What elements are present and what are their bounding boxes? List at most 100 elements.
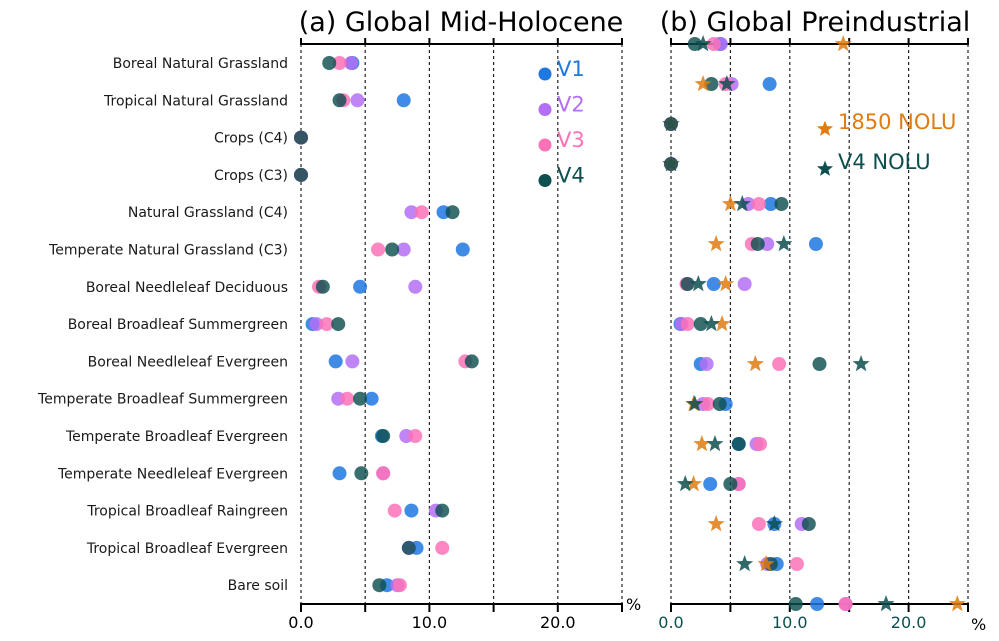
legend-marker-v3 [538, 138, 552, 152]
point-v4 [385, 242, 400, 257]
point-v3 [408, 429, 423, 443]
point-v3 [751, 197, 766, 211]
star-v4-nolu [718, 75, 736, 92]
star-v4-nolu [702, 315, 720, 332]
x-tick-label: 0.0 [658, 613, 683, 632]
point-v4 [315, 279, 330, 294]
x-tick-label: 0.0 [288, 613, 313, 632]
point-v2 [344, 56, 359, 70]
legend-label-v4-nolu: V4 NOLU [838, 150, 931, 174]
point-v4 [464, 354, 479, 369]
point-v4 [801, 517, 816, 531]
x-axis-unit-label: % [626, 595, 641, 614]
point-v1 [404, 503, 419, 518]
point-v2 [404, 205, 419, 220]
star-v4-nolu [877, 595, 895, 612]
category-label: Crops (C3) [214, 168, 288, 184]
legend-label-v2: V2 [557, 93, 585, 117]
point-v3 [392, 578, 407, 593]
point-v4 [332, 93, 347, 108]
category-label: Tropical Natural Grassland [103, 93, 288, 109]
point-v2 [699, 357, 714, 371]
point-v1 [810, 597, 825, 611]
point-v2 [350, 93, 365, 108]
star-v4-nolu [686, 395, 704, 412]
category-label: Temperate Broadleaf Summergreen [37, 392, 288, 408]
point-v1 [455, 242, 470, 257]
point-v3 [753, 437, 768, 451]
category-label: Temperate Broadleaf Evergreen [65, 429, 288, 445]
category-label: Crops (C4) [214, 131, 288, 147]
point-v2 [408, 279, 423, 294]
category-label: Boreal Needleleaf Evergreen [88, 354, 288, 370]
chart-title: (a) Global Mid-Holocene [299, 7, 624, 38]
point-v4 [693, 317, 708, 331]
point-v1 [703, 477, 718, 491]
legend-marker-1850-nolu [816, 120, 834, 136]
point-v1 [364, 391, 379, 406]
point-v1 [332, 466, 347, 481]
point-v3 [700, 397, 715, 411]
legend-marker-v4 [538, 174, 552, 187]
star-1850-nolu [757, 555, 775, 572]
point-v1 [328, 354, 343, 369]
category-labels: Boreal Natural Grassland Tropical Natural… [37, 56, 288, 594]
category-label: Bare soil [228, 578, 288, 594]
point-v3 [751, 517, 766, 531]
point-v4 [687, 37, 702, 51]
point-v3 [387, 503, 402, 518]
x-axis-unit-label: % [971, 615, 986, 634]
point-v4 [322, 56, 337, 70]
point-v3 [772, 357, 787, 371]
legend-label-v4: V4 [557, 164, 585, 188]
star-v4-nolu [733, 195, 751, 212]
star-v4-nolu [775, 235, 793, 252]
point-v3 [435, 540, 450, 555]
point-v1 [396, 93, 411, 108]
star-1850-nolu [694, 75, 712, 92]
point-v2 [396, 242, 411, 257]
point-v4 [704, 77, 719, 91]
category-label: Tropical Broadleaf Raingreen [86, 504, 288, 520]
legend-label-1850-nolu: 1850 NOLU [838, 110, 956, 134]
chart-title: (b) Global Preindustrial [660, 7, 971, 38]
x-tick-label: 20.0 [891, 613, 927, 632]
category-label: Temperate Natural Grassland (C3) [48, 243, 288, 259]
point-v4 [354, 466, 369, 481]
point-v4 [372, 578, 387, 593]
point-v4 [435, 503, 450, 518]
point-v3 [789, 557, 804, 571]
point-v1 [763, 197, 778, 211]
point-v4 [788, 597, 803, 611]
star-1850-nolu [713, 315, 731, 332]
category-label: Boreal Natural Grassland [113, 56, 288, 72]
point-v1 [762, 77, 777, 91]
point-v4 [376, 429, 391, 443]
legend-marker-v2 [538, 103, 552, 116]
point-v1 [353, 279, 368, 294]
point-v1 [706, 277, 721, 291]
point-v2 [345, 354, 360, 369]
category-label: Boreal Broadleaf Summergreen [68, 317, 288, 333]
star-v4-nolu [662, 155, 680, 172]
point-v4 [812, 357, 827, 371]
legend-label-v1: V1 [557, 57, 585, 81]
point-v3 [414, 205, 429, 220]
star-1850-nolu [948, 595, 966, 612]
x-tick-label: 20.0 [540, 613, 576, 632]
point-v3 [340, 391, 355, 406]
x-tick-label: 10.0 [412, 613, 448, 632]
point-v3 [376, 466, 391, 481]
point-v4 [294, 167, 308, 182]
star-1850-nolu [707, 235, 725, 252]
star-1850-nolu [746, 355, 764, 372]
point-v4 [723, 477, 738, 491]
point-v2 [309, 317, 324, 332]
legend-label-v3: V3 [557, 128, 585, 152]
point-v4 [445, 205, 460, 220]
star-v4-nolu [694, 35, 712, 52]
star-1850-nolu [717, 275, 735, 292]
star-1850-nolu [685, 475, 703, 492]
category-label: Natural Grassland (C4) [128, 205, 288, 221]
point-v3 [319, 317, 334, 332]
